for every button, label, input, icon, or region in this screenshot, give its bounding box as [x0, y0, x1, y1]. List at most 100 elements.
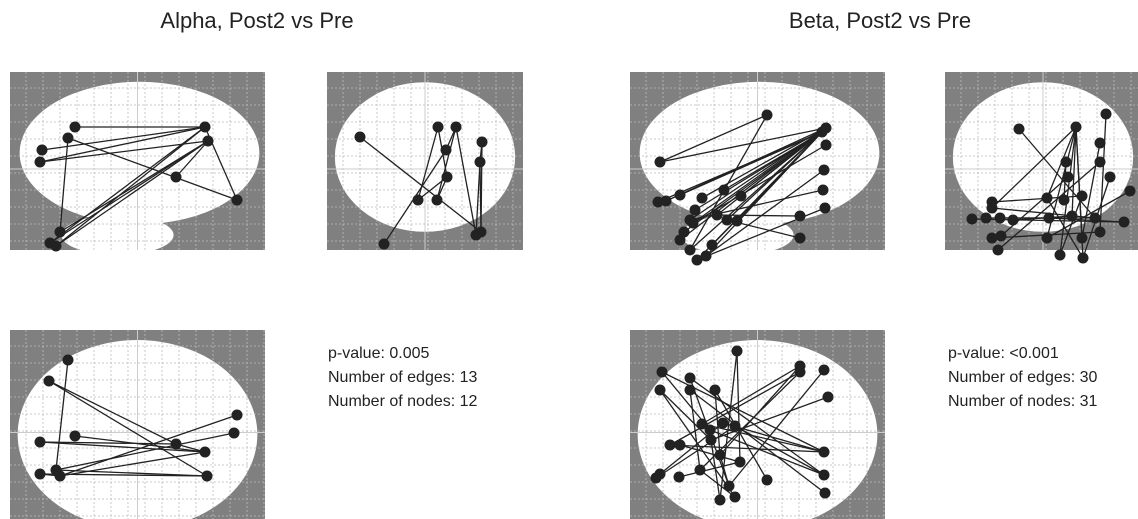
- brain-view: [10, 72, 265, 255]
- node: [1095, 157, 1106, 168]
- node: [35, 437, 46, 448]
- node: [820, 488, 831, 499]
- node: [732, 346, 743, 357]
- node: [1042, 193, 1053, 204]
- node: [715, 495, 726, 506]
- brain-outline: [640, 82, 880, 224]
- node: [688, 218, 699, 229]
- node: [1105, 172, 1116, 183]
- node: [1044, 213, 1055, 224]
- node: [232, 195, 243, 206]
- node: [685, 373, 696, 384]
- node: [432, 195, 443, 206]
- node: [701, 251, 712, 262]
- node: [690, 205, 701, 216]
- node: [762, 110, 773, 121]
- brain-view: [630, 330, 885, 519]
- node: [712, 210, 723, 221]
- node: [442, 172, 453, 183]
- node: [200, 447, 211, 458]
- node: [795, 211, 806, 222]
- node: [819, 165, 830, 176]
- stat-text: Number of edges: 30: [948, 369, 1098, 386]
- node: [655, 385, 666, 396]
- node: [819, 365, 830, 376]
- node: [707, 240, 718, 251]
- node: [795, 233, 806, 244]
- node: [1071, 122, 1082, 133]
- node: [736, 191, 747, 202]
- node: [1059, 195, 1070, 206]
- node: [987, 203, 998, 214]
- node: [996, 231, 1007, 242]
- node: [1077, 233, 1088, 244]
- node: [695, 465, 706, 476]
- node: [70, 122, 81, 133]
- node: [820, 203, 831, 214]
- stat-text: p-value: 0.005: [328, 345, 430, 362]
- node: [1090, 213, 1101, 224]
- node: [722, 215, 733, 226]
- node: [993, 245, 1004, 256]
- node: [37, 145, 48, 156]
- node: [203, 136, 214, 147]
- node: [202, 471, 213, 482]
- node: [661, 196, 672, 207]
- node: [818, 185, 829, 196]
- panel-title: Beta, Post2 vs Pre: [789, 8, 971, 33]
- node: [475, 157, 486, 168]
- node: [1067, 211, 1078, 222]
- panel-title: Alpha, Post2 vs Pre: [160, 8, 353, 33]
- node: [35, 157, 46, 168]
- brain-outline: [20, 82, 260, 224]
- brain-view: [10, 330, 265, 519]
- node: [710, 385, 721, 396]
- node: [665, 440, 676, 451]
- node: [817, 127, 828, 138]
- node: [1055, 250, 1066, 261]
- node: [1008, 215, 1019, 226]
- node: [171, 439, 182, 450]
- figure: Alpha, Post2 vs Pre Beta, Post2 vs Pre p…: [0, 0, 1138, 519]
- node: [821, 140, 832, 151]
- node: [675, 190, 686, 201]
- node: [724, 481, 735, 492]
- node: [70, 431, 81, 442]
- node: [981, 213, 992, 224]
- brain-view: [327, 72, 523, 250]
- node: [1063, 172, 1074, 183]
- node: [355, 132, 366, 143]
- node: [823, 392, 834, 403]
- node: [477, 137, 488, 148]
- node: [651, 473, 662, 484]
- node: [232, 410, 243, 421]
- node: [471, 230, 482, 241]
- node: [675, 440, 686, 451]
- node: [697, 193, 708, 204]
- node: [441, 145, 452, 156]
- node: [1095, 227, 1106, 238]
- node: [719, 185, 730, 196]
- node: [706, 435, 717, 446]
- node: [1061, 157, 1072, 168]
- node: [171, 172, 182, 183]
- node: [967, 214, 978, 225]
- node: [1101, 109, 1112, 120]
- node: [451, 122, 462, 133]
- node: [1078, 253, 1089, 264]
- node: [1125, 186, 1136, 197]
- node: [735, 457, 746, 468]
- node: [44, 376, 55, 387]
- node: [63, 133, 74, 144]
- node: [55, 471, 66, 482]
- node: [229, 428, 240, 439]
- node: [995, 213, 1006, 224]
- node: [718, 418, 729, 429]
- node: [63, 355, 74, 366]
- brain-view: [630, 72, 885, 266]
- node: [685, 245, 696, 256]
- node: [1095, 138, 1106, 149]
- node: [715, 450, 726, 461]
- node: [685, 385, 696, 396]
- stat-text: p-value: <0.001: [948, 345, 1059, 362]
